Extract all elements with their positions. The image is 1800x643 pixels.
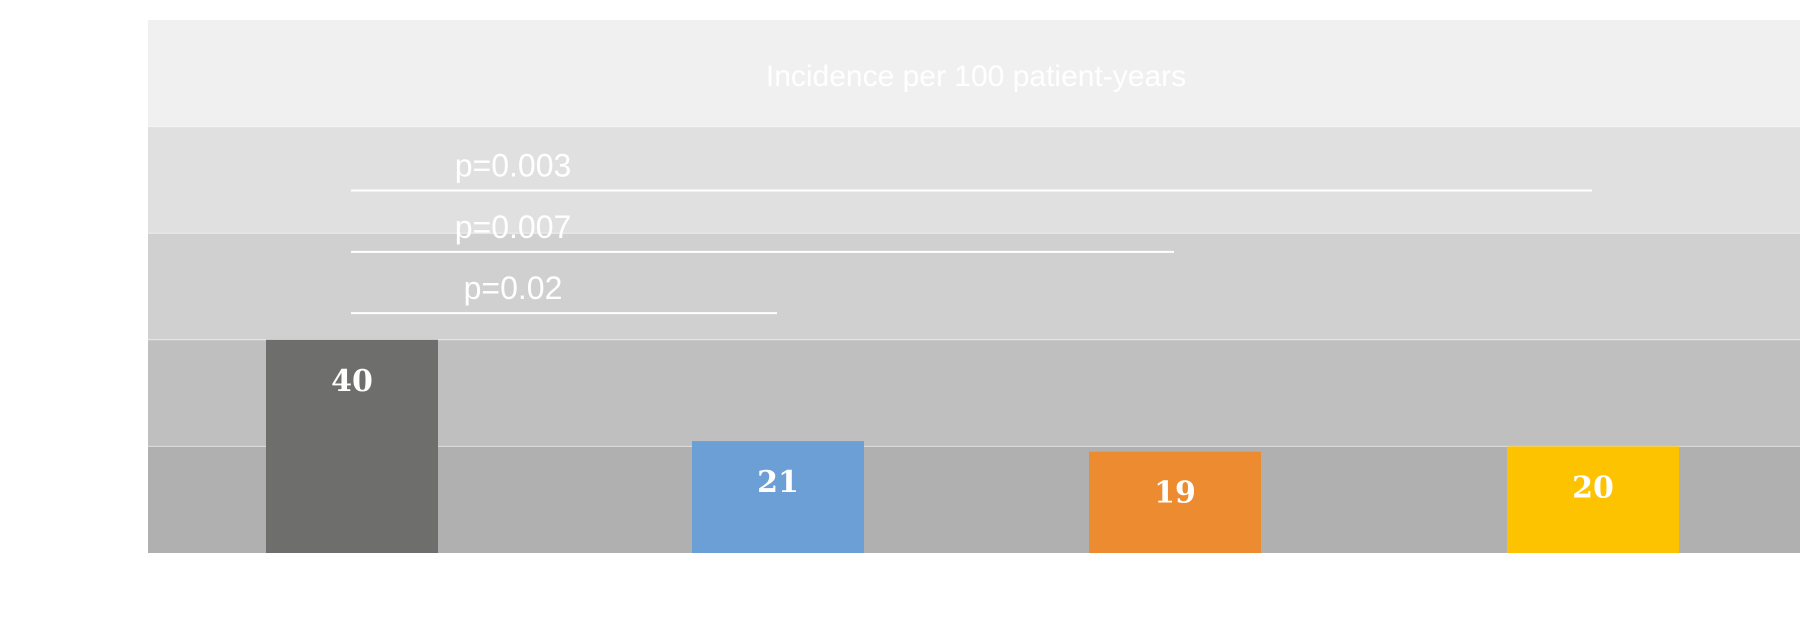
background-band (148, 126, 1800, 234)
comparison-pvalue-3: p=0.02 (464, 270, 563, 306)
bar-value-label-4: 20 (1572, 470, 1614, 505)
bars (266, 339, 1679, 553)
bar-1 (266, 339, 438, 553)
background-bands (148, 20, 1800, 553)
bar-value-label-3: 19 (1154, 476, 1196, 511)
bar-4 (1507, 446, 1679, 553)
bar-2 (692, 441, 864, 553)
background-band (148, 233, 1800, 340)
bar-value-label-2: 21 (757, 465, 799, 500)
comparison-pvalue-2: p=0.007 (455, 209, 572, 245)
background-band (148, 20, 1800, 127)
bar-value-labels: 40 21 19 20 (331, 364, 1614, 511)
significance-brackets: p=0.003 p=0.007 p=0.02 (351, 148, 1592, 315)
bar-3 (1089, 451, 1261, 553)
bar-value-label-1: 40 (331, 364, 373, 399)
chart-title: Incidence per 100 patient-years (766, 60, 1186, 93)
comparison-pvalue-1: p=0.003 (455, 148, 572, 184)
